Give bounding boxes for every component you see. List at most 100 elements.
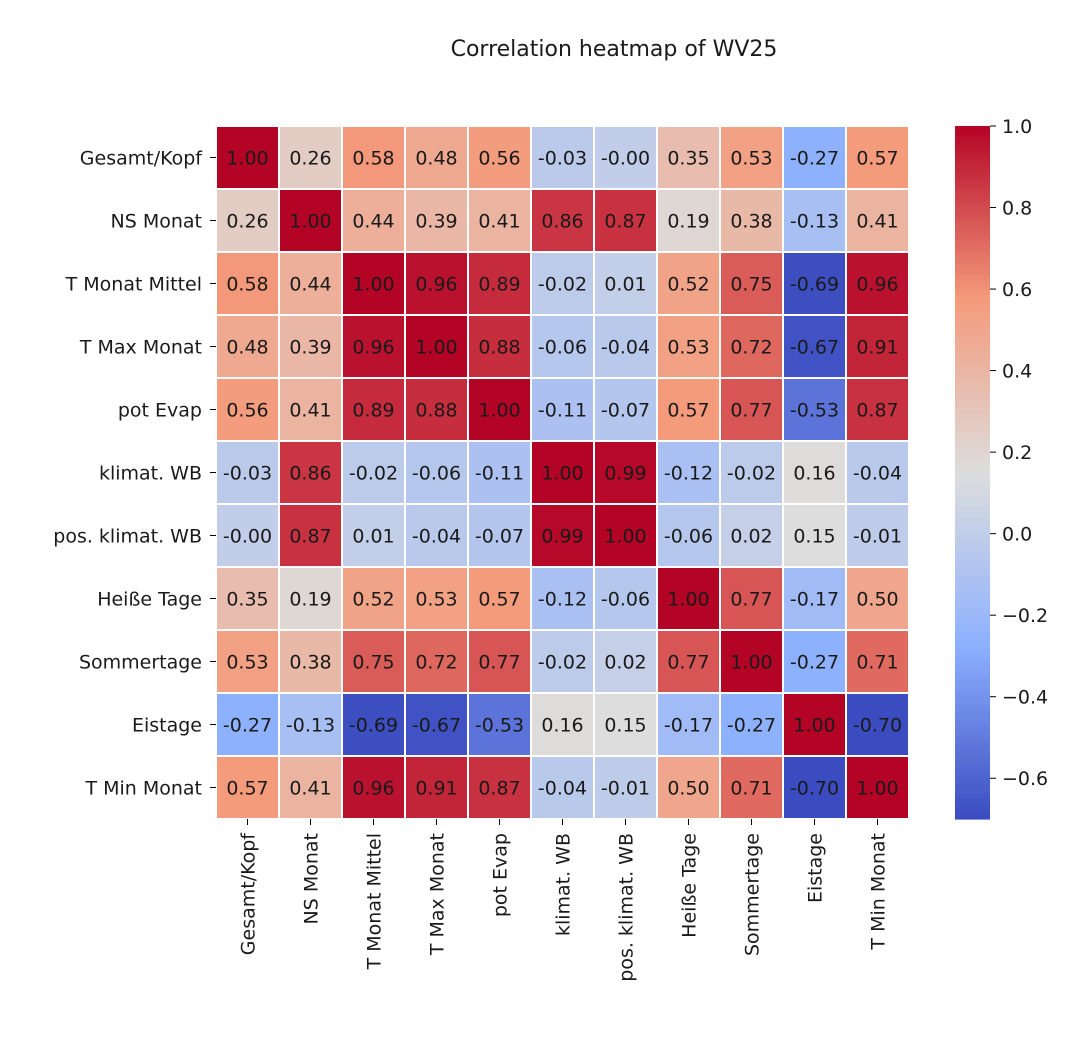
- cell-annotation: 0.53: [730, 148, 772, 170]
- cell-annotation: 0.89: [352, 400, 394, 422]
- cell-annotation: 0.50: [856, 589, 898, 611]
- colorbar-gradient-strip: [955, 130, 990, 137]
- cell-annotation: 0.26: [289, 148, 331, 170]
- cell-annotation: 0.19: [667, 211, 709, 233]
- colorbar-gradient-strip: [955, 591, 990, 597]
- colorbar-gradient-strip: [955, 398, 990, 404]
- cell-annotation: 0.88: [478, 337, 520, 359]
- heatmap-cell: [215, 503, 280, 568]
- heatmap-cell: [467, 566, 532, 631]
- cell-annotation: 0.96: [352, 778, 394, 800]
- cell-annotation: 0.96: [352, 337, 394, 359]
- cell-annotation: -0.12: [664, 463, 713, 485]
- cell-annotation: -0.06: [412, 463, 461, 485]
- heatmap-cell: [719, 251, 784, 316]
- heatmap-cell: [341, 629, 406, 694]
- colorbar-gradient-strip: [955, 675, 990, 681]
- colorbar-gradient-strip: [955, 452, 990, 459]
- colorbar-gradient-strip: [955, 645, 990, 652]
- x-tick-label: NS Monat: [301, 833, 323, 924]
- cell-annotation: 0.57: [226, 778, 268, 800]
- colorbar-gradient-strip: [955, 566, 990, 573]
- colorbar-gradient-strip: [955, 324, 990, 330]
- colorbar-gradient-strip: [955, 695, 990, 701]
- heatmap-cell: [845, 629, 910, 694]
- colorbar-gradient-strip: [955, 621, 990, 627]
- cell-annotation: -0.06: [664, 526, 713, 548]
- heatmap-cell: [215, 377, 280, 442]
- cell-annotation: 0.91: [856, 337, 898, 359]
- cell-annotation: 0.16: [541, 715, 583, 737]
- colorbar-gradient-strip: [955, 650, 990, 657]
- colorbar-gradient-strip: [955, 225, 990, 231]
- heatmap-cell: [719, 314, 784, 379]
- cell-annotation: 0.41: [478, 211, 520, 233]
- x-tick-label: Gesamt/Kopf: [238, 832, 260, 956]
- colorbar-gradient-strip: [955, 705, 990, 711]
- colorbar-gradient-strip: [955, 536, 990, 543]
- cell-annotation: 1.00: [226, 148, 268, 170]
- y-tick-labels: Gesamt/Kopf NS Monat T Monat Mittel T Max M…: [53, 148, 216, 800]
- x-tick-label: Sommertage: [742, 833, 764, 956]
- colorbar-gradient-strip: [955, 739, 990, 746]
- colorbar-gradient-strip: [955, 309, 990, 315]
- cell-annotation: -0.67: [790, 337, 839, 359]
- colorbar-gradient-strip: [955, 616, 990, 622]
- cell-annotation: -0.04: [601, 337, 650, 359]
- heatmap-cell: [845, 251, 910, 316]
- colorbar-gradient-strip: [955, 502, 990, 508]
- colorbar-gradient-strip: [955, 660, 990, 667]
- chart-title: Correlation heatmap of WV25: [451, 37, 778, 62]
- heatmap-cell: [593, 629, 658, 694]
- cell-annotation: 0.39: [289, 337, 331, 359]
- heatmap-cell: [656, 125, 721, 190]
- heatmap-cell: [404, 566, 469, 631]
- cell-annotation: 0.71: [730, 778, 772, 800]
- y-tick-label: pot Evap: [118, 400, 202, 422]
- cell-annotation: 0.87: [604, 211, 646, 233]
- heatmap-cell: [845, 692, 910, 757]
- colorbar-gradient-strip: [955, 205, 990, 211]
- y-tick-label: pos. klimat. WB: [53, 526, 202, 548]
- colorbar-gradient-strip: [955, 522, 990, 528]
- colorbar-gradient-strip: [955, 601, 990, 607]
- heatmap-cell: [467, 377, 532, 442]
- cell-annotation: 0.41: [856, 211, 898, 233]
- cell-annotation: 0.15: [604, 715, 646, 737]
- colorbar-gradient-strip: [955, 210, 990, 216]
- colorbar-gradient-strip: [955, 140, 990, 147]
- cell-annotation: -0.02: [538, 274, 587, 296]
- cell-annotation: -0.53: [790, 400, 839, 422]
- colorbar-tick-label: −0.2: [1002, 605, 1048, 627]
- colorbar-gradient-strip: [955, 482, 990, 488]
- colorbar-gradient-strip: [955, 507, 990, 513]
- colorbar-tick-label: 1.0: [1002, 116, 1032, 138]
- cell-annotation: 0.53: [667, 337, 709, 359]
- cell-annotation: 0.38: [289, 652, 331, 674]
- heatmap-cell: [404, 440, 469, 505]
- heatmap-cell: [467, 755, 532, 820]
- colorbar-gradient-strip: [955, 551, 990, 558]
- colorbar-gradient-strip: [955, 759, 990, 766]
- cell-annotation: 0.26: [226, 211, 268, 233]
- heatmap-cell: [845, 503, 910, 568]
- cell-annotation: -0.67: [412, 715, 461, 737]
- colorbar-gradient-strip: [955, 635, 990, 642]
- heatmap-cell: [467, 692, 532, 757]
- cell-annotation: -0.17: [664, 715, 713, 737]
- heatmap-cell: [656, 188, 721, 253]
- colorbar-gradient-strip: [955, 338, 990, 345]
- heatmap-cell: [530, 125, 595, 190]
- cell-annotation: 0.88: [415, 400, 457, 422]
- colorbar-gradient-strip: [955, 804, 990, 810]
- cell-annotation: 0.71: [856, 652, 898, 674]
- heatmap-cell: [215, 566, 280, 631]
- colorbar-gradient-strip: [955, 769, 990, 776]
- colorbar-gradient-strip: [955, 477, 990, 483]
- colorbar-gradient-strip: [955, 170, 990, 177]
- colorbar-gradient-strip: [955, 135, 990, 142]
- colorbar-gradient-strip: [955, 457, 990, 464]
- cell-annotation: -0.70: [790, 778, 839, 800]
- cell-annotation: -0.04: [853, 463, 902, 485]
